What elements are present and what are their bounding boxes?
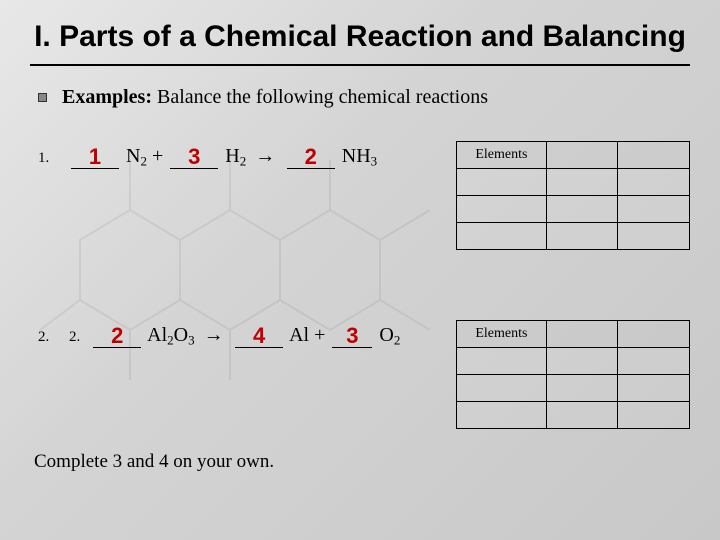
eq1-coef-3: 2 [287, 144, 335, 170]
examples-line: Examples: Balance the following chemical… [30, 86, 690, 109]
eq2-species-2: Al [289, 324, 309, 346]
table-row [457, 195, 690, 222]
eq2-number-inner: 2. [69, 329, 80, 346]
eq2-blank-1: 2 [93, 324, 141, 348]
examples-text: Balance the following chemical reactions [152, 86, 488, 108]
eq2-number-outer: 2. [38, 329, 64, 346]
elements-table-2: Elements [456, 320, 690, 429]
eq2-coef-3: 3 [332, 323, 372, 349]
table-row [457, 374, 690, 401]
eq2-species-3: O2 [379, 324, 400, 346]
eq1-species-3: NH3 [342, 145, 377, 167]
table-row [457, 222, 690, 249]
eq1-blank-3: 2 [287, 145, 335, 169]
equation-row-2: 2. 2. 2 Al2O3 → 4 Al + 3 O2 Elements [30, 320, 690, 429]
slide-title: I. Parts of a Chemical Reaction and Bala… [30, 18, 690, 66]
bullet-icon [38, 93, 47, 102]
table1-header: Elements [457, 141, 547, 168]
equation-row-1: 1. 1 N2 + 3 H2 → 2 NH3 Elements [30, 141, 690, 250]
eq1-plus: + [152, 145, 168, 167]
eq2-species-1: Al2O3 [147, 324, 194, 346]
slide-container: I. Parts of a Chemical Reaction and Bala… [0, 0, 720, 540]
eq1-coef-2: 3 [170, 144, 218, 170]
elements-table-1-wrap: Elements [456, 141, 690, 250]
eq1-number: 1. [38, 150, 64, 167]
footer-note: Complete 3 and 4 on your own. [30, 451, 690, 473]
eq2-arrow: → [200, 324, 234, 346]
eq1-species-1: N2 [126, 145, 147, 167]
eq2-plus: + [314, 324, 330, 346]
eq1-arrow: → [251, 145, 285, 167]
eq1-blank-2: 3 [170, 145, 218, 169]
eq1-species-2: H2 [225, 145, 246, 167]
eq2-coef-1: 2 [93, 323, 141, 349]
table-row [457, 347, 690, 374]
eq1-blank-1: 1 [71, 145, 119, 169]
examples-label: Examples: [62, 86, 152, 108]
table2-header: Elements [457, 320, 547, 347]
elements-table-2-wrap: Elements [456, 320, 690, 429]
equation-1: 1. 1 N2 + 3 H2 → 2 NH3 [30, 141, 444, 169]
eq2-blank-3: 3 [332, 324, 372, 348]
eq2-coef-2: 4 [235, 323, 283, 349]
elements-table-1: Elements [456, 141, 690, 250]
table-row [457, 401, 690, 428]
eq2-blank-2: 4 [235, 324, 283, 348]
table-row [457, 168, 690, 195]
eq1-coef-1: 1 [71, 144, 119, 170]
equation-2: 2. 2. 2 Al2O3 → 4 Al + 3 O2 [30, 320, 444, 348]
